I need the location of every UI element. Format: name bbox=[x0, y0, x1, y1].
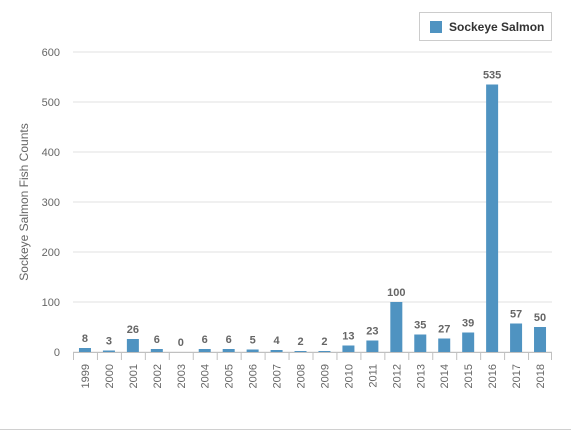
bottom-divider bbox=[0, 429, 571, 430]
data-label-2006: 5 bbox=[250, 335, 256, 347]
x-tick-label: 2018 bbox=[535, 364, 547, 388]
y-tick-label: 500 bbox=[42, 97, 60, 109]
bar-2017 bbox=[510, 323, 523, 352]
y-axis-title: Sockeye Salmon Fish Counts bbox=[17, 123, 31, 280]
bar-1999 bbox=[78, 348, 91, 352]
x-tick-label: 2004 bbox=[200, 364, 212, 388]
bar-2004 bbox=[198, 349, 211, 352]
bar-2013 bbox=[414, 334, 427, 352]
bar-2002 bbox=[150, 349, 163, 352]
bar-2010 bbox=[342, 345, 355, 352]
x-tick-label: 2000 bbox=[104, 364, 116, 388]
y-tick-label: 300 bbox=[42, 197, 60, 209]
y-tick-label: 0 bbox=[54, 347, 60, 359]
x-tick-label: 2015 bbox=[463, 364, 475, 388]
bar-2006 bbox=[246, 349, 259, 352]
data-label-2008: 2 bbox=[297, 336, 303, 348]
data-label-2002: 6 bbox=[154, 334, 160, 346]
data-label-2010: 13 bbox=[342, 331, 354, 343]
x-tick-label: 2001 bbox=[128, 364, 140, 388]
bar-2005 bbox=[222, 349, 235, 352]
data-label-2018: 50 bbox=[534, 312, 546, 324]
legend[interactable]: Sockeye Salmon bbox=[419, 12, 552, 41]
x-tick-label: 2007 bbox=[272, 364, 284, 388]
data-label-1999: 8 bbox=[82, 333, 88, 345]
data-label-2015: 39 bbox=[462, 318, 474, 330]
data-label-2016: 535 bbox=[483, 70, 501, 82]
bar-2007 bbox=[270, 350, 283, 352]
x-tick-label: 2012 bbox=[391, 364, 403, 388]
data-label-2000: 3 bbox=[106, 336, 112, 348]
bar-2012 bbox=[390, 302, 403, 352]
bar-2015 bbox=[462, 332, 475, 352]
data-label-2004: 6 bbox=[202, 334, 208, 346]
data-label-2014: 27 bbox=[438, 324, 450, 336]
x-tick-label: 2008 bbox=[296, 364, 308, 388]
data-label-2013: 35 bbox=[414, 320, 426, 332]
data-label-2009: 2 bbox=[321, 336, 327, 348]
data-label-2005: 6 bbox=[226, 334, 232, 346]
x-tick-label: 2014 bbox=[439, 364, 451, 388]
y-tick-label: 200 bbox=[42, 247, 60, 259]
bar-2000 bbox=[102, 350, 115, 352]
data-label-2007: 4 bbox=[274, 335, 281, 347]
bar-2001 bbox=[126, 339, 139, 352]
legend-swatch bbox=[430, 20, 442, 33]
data-label-2012: 100 bbox=[387, 287, 405, 299]
data-label-2017: 57 bbox=[510, 309, 522, 321]
x-tick-label: 2003 bbox=[176, 364, 188, 388]
x-tick-label: 2016 bbox=[487, 364, 499, 388]
x-tick-label: 2013 bbox=[415, 364, 427, 388]
bar-2016 bbox=[486, 84, 499, 352]
x-tick-label: 2010 bbox=[343, 364, 355, 388]
bar-2014 bbox=[438, 338, 451, 352]
y-tick-label: 100 bbox=[42, 297, 60, 309]
x-tick-label: 2002 bbox=[152, 364, 164, 388]
x-tick-label: 2017 bbox=[511, 364, 523, 388]
bar-2009 bbox=[318, 351, 331, 352]
x-tick-label: 2005 bbox=[224, 364, 236, 388]
y-tick-label: 600 bbox=[42, 47, 60, 59]
legend-label: Sockeye Salmon bbox=[449, 19, 545, 34]
x-tick-label: 2006 bbox=[248, 364, 260, 388]
bar-2018 bbox=[534, 327, 547, 352]
x-tick-label: 1999 bbox=[80, 364, 92, 388]
bar-2011 bbox=[366, 340, 379, 352]
y-tick-label: 400 bbox=[42, 147, 60, 159]
x-tick-label: 2009 bbox=[319, 364, 331, 388]
data-label-2011: 23 bbox=[366, 326, 378, 338]
data-label-2001: 26 bbox=[127, 324, 139, 336]
data-label-2003: 0 bbox=[178, 337, 184, 349]
x-tick-label: 2011 bbox=[367, 364, 379, 388]
bar-2008 bbox=[294, 351, 307, 352]
